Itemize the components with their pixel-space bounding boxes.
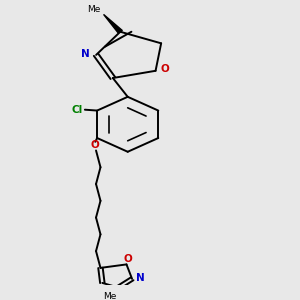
Text: O: O (160, 64, 169, 74)
Text: N: N (81, 49, 90, 59)
Polygon shape (103, 14, 122, 33)
Text: O: O (91, 140, 100, 150)
Text: O: O (124, 254, 133, 264)
Text: Cl: Cl (71, 105, 82, 115)
Text: N: N (136, 273, 145, 283)
Text: Me: Me (103, 292, 117, 300)
Text: Me: Me (88, 5, 101, 14)
